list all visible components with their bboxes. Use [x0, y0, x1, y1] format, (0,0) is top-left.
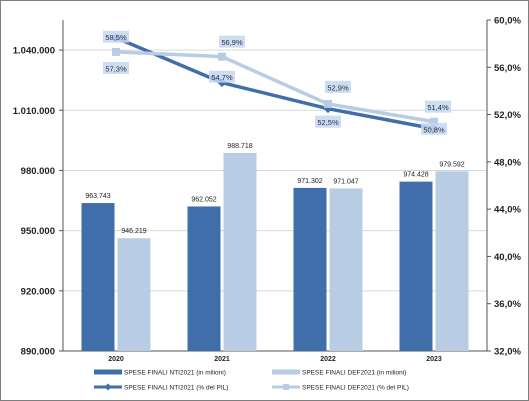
- pct-label-box: [315, 115, 341, 128]
- pct-label-box: [425, 100, 451, 113]
- bar-value-label: 962.052: [191, 196, 216, 203]
- bar-value-label: 971.302: [297, 178, 322, 185]
- legend-label: SPESE FINALI DEF2021 (in milioni): [302, 370, 406, 377]
- line-value-label: 52,5%: [317, 118, 339, 127]
- line-value-label: 58,5%: [105, 33, 127, 42]
- series-line: [115, 50, 435, 124]
- legend-marker: [104, 383, 112, 391]
- legend-label: SPESE FINALI NTI2021 (in milioni): [124, 370, 226, 377]
- y2-tick-label: 48,0%: [494, 157, 521, 168]
- y2-tick-label: 36,0%: [494, 299, 521, 310]
- bar-value-label: 971.047: [333, 178, 358, 185]
- bar: [329, 188, 363, 351]
- line-point: [218, 52, 226, 61]
- bar: [187, 206, 221, 351]
- x-tick-label: 2021: [214, 356, 230, 363]
- line-point: [430, 117, 438, 126]
- pct-label-box: [219, 35, 245, 48]
- legend-swatch: [272, 369, 300, 375]
- legend-marker: [283, 384, 289, 390]
- pct-label-box: [325, 80, 351, 93]
- x-tick-label: 2023: [426, 356, 442, 363]
- line-value-label: 57,3%: [105, 64, 127, 73]
- bar: [223, 152, 257, 351]
- bar: [399, 181, 433, 351]
- y2-tick-label: 32,0%: [494, 347, 521, 358]
- bar-value-label: 974.428: [403, 172, 428, 179]
- series-line: [115, 36, 435, 131]
- y2-tick-label: 40,0%: [494, 252, 521, 263]
- bar: [435, 171, 469, 351]
- legend-label: SPESE FINALI DEF2021 (% del PIL): [302, 385, 409, 392]
- line-point: [112, 47, 120, 56]
- line-value-label: 50,8%: [423, 125, 445, 134]
- line-point: [324, 99, 332, 108]
- y-tick-label: 890.000: [21, 347, 55, 358]
- bar-value-label: 946.219: [121, 228, 146, 235]
- line-value-label: 52,9%: [327, 83, 349, 92]
- pct-label-box: [103, 30, 129, 43]
- line-value-label: 56,9%: [221, 38, 243, 47]
- bar: [293, 187, 327, 351]
- y2-tick-label: 56,0%: [494, 63, 521, 74]
- bar-value-label: 979.592: [439, 161, 464, 168]
- y2-tick-label: 52,0%: [494, 110, 521, 121]
- legend-swatch: [94, 369, 122, 375]
- pct-label-box: [103, 61, 129, 74]
- y-tick-label: 950.000: [21, 226, 55, 237]
- bar-value-label: 988.718: [227, 143, 252, 150]
- line-value-label: 54,7%: [211, 73, 233, 82]
- y-tick-label: 920.000: [21, 286, 55, 297]
- y-tick-label: 1.040.000: [13, 46, 55, 57]
- line-value-label: 51,4%: [427, 103, 449, 112]
- x-tick-label: 2022: [320, 356, 336, 363]
- y-tick-label: 980.000: [21, 166, 55, 177]
- x-tick-label: 2020: [108, 356, 124, 363]
- pct-label-box: [209, 70, 235, 83]
- bar: [117, 238, 151, 351]
- legend-label: SPESE FINALI NTI2021 (% del PIL): [124, 385, 228, 392]
- pct-label-box: [421, 122, 447, 135]
- y2-tick-label: 60,0%: [494, 16, 521, 27]
- y2-tick-label: 44,0%: [494, 205, 521, 216]
- bar: [81, 203, 115, 351]
- y-tick-label: 1.010.000: [13, 106, 55, 117]
- bar-value-label: 963.743: [85, 193, 110, 200]
